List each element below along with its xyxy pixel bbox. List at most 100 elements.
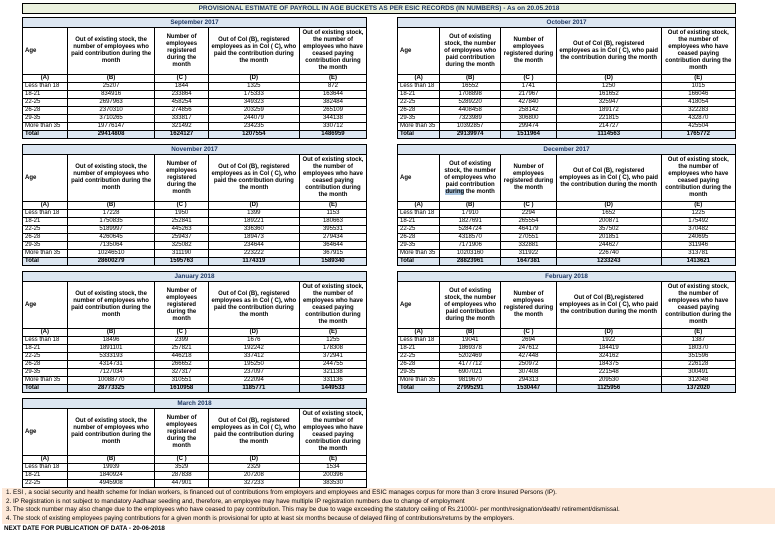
value-cell: 1922 — [555, 336, 662, 345]
age-bucket-row: 22-25 2697963 458254 349323 382484 — [22, 98, 368, 107]
age-bucket-label: More than 35 — [396, 122, 441, 131]
column-letter: (A) — [396, 201, 441, 210]
value-cell: 2329 — [207, 463, 300, 472]
value-cell: 226740 — [555, 249, 662, 258]
month-caption: February 2018 — [397, 271, 736, 282]
age-bucket-row: 29-35 3710265 333817 244079 344138 — [22, 114, 368, 123]
age-bucket-row: Less than 18 19939 3529 2329 1534 — [22, 463, 368, 472]
value-cell: 5202469 — [439, 352, 502, 361]
value-cell: 252841 — [154, 217, 209, 226]
age-bucket-row: 18-21 1891101 257821 192242 178308 — [22, 344, 368, 353]
value-cell: 247612 — [500, 344, 557, 353]
age-bucket-label: 29-35 — [22, 368, 68, 377]
age-bucket-row: 18-21 1708898 217967 161652 166046 — [396, 90, 737, 99]
month-caption: December 2017 — [397, 144, 736, 155]
column-letter: (E) — [298, 328, 368, 337]
total-value-cell: 28823961 — [439, 257, 502, 266]
age-bucket-label: 22-25 — [396, 98, 441, 107]
column-letter: (C ) — [500, 74, 557, 83]
column-letter: (B) — [66, 201, 156, 210]
value-cell: 7127034 — [66, 368, 156, 377]
total-value-cell: 1530447 — [500, 384, 557, 393]
value-cell: 351596 — [660, 352, 737, 361]
value-cell: 178308 — [298, 344, 368, 353]
value-cell: 184375 — [555, 360, 662, 369]
age-bucket-label: 29-35 — [22, 114, 68, 123]
age-bucket-row: 18-21 834916 233864 175333 163644 — [22, 90, 368, 99]
footnote-line-2: 2. IP Registration is not subject to man… — [6, 497, 465, 505]
column-header: Out of existing stock, the number of emp… — [298, 27, 368, 75]
footnote-line-3: 3. The stock number may also change due … — [6, 506, 620, 514]
age-bucket-row: More than 35 10246510 311190 223222 367915 — [22, 249, 368, 258]
value-cell: 180663 — [298, 217, 368, 226]
total-label: Total — [22, 257, 68, 266]
month-table-november-2017: November 2017 Age Out of existing stock, t… — [22, 144, 368, 266]
value-cell: 189473 — [207, 233, 300, 242]
value-cell: 217967 — [500, 90, 557, 99]
age-bucket-row: 29-35 6907021 307408 221548 300491 — [396, 368, 737, 377]
value-cell: 1325 — [207, 82, 300, 91]
column-letter: (E) — [660, 74, 737, 83]
total-label: Total — [22, 130, 68, 139]
value-cell: 834916 — [66, 90, 156, 99]
value-cell: 1387 — [660, 336, 737, 345]
age-bucket-label: 29-35 — [22, 241, 68, 250]
value-cell: 244755 — [298, 360, 368, 369]
value-cell: 16552 — [439, 82, 502, 91]
value-cell: 5333193 — [66, 352, 156, 361]
column-header: Number of employees registered during th… — [154, 281, 209, 329]
column-letter: (E) — [298, 74, 368, 83]
column-letter: (D) — [555, 201, 662, 210]
value-cell: 312048 — [660, 376, 737, 385]
value-cell: 432870 — [660, 114, 737, 123]
age-bucket-row: 26-28 4408458 258142 189172 322283 — [396, 106, 737, 115]
value-cell: 427448 — [500, 352, 557, 361]
value-cell: 175492 — [660, 217, 737, 226]
column-header: Out of existing stock, the number of emp… — [298, 408, 368, 456]
column-header: Out of Col (B), registered employees as … — [207, 281, 300, 329]
table-slot-february-2018: February 2018 Age Out of existing stock, t… — [396, 271, 737, 393]
value-cell: 7323989 — [439, 114, 502, 123]
column-header: Out of existing stock, the number of emp… — [439, 154, 502, 202]
value-cell: 2399 — [154, 336, 209, 345]
age-bucket-row: 22-25 5333193 446218 337412 372941 — [22, 352, 368, 361]
column-letter: (D) — [555, 74, 662, 83]
value-cell: 349323 — [207, 98, 300, 107]
total-value-cell: 1595763 — [154, 257, 209, 266]
age-bucket-label: 18-21 — [22, 217, 68, 226]
value-cell: 383530 — [298, 479, 368, 488]
footnotes-panel: 1. ESI , a social security and health sc… — [2, 488, 775, 524]
value-cell: 10088770 — [66, 376, 156, 385]
column-header: Out of existing stock, the number of emp… — [439, 281, 502, 329]
value-cell: 240695 — [660, 233, 737, 242]
column-header: Out of existing stock, the number of emp… — [66, 408, 156, 456]
value-cell: 1153 — [298, 209, 368, 218]
value-cell: 163644 — [298, 90, 368, 99]
age-bucket-row: 29-35 7323989 306800 221815 432870 — [396, 114, 737, 123]
value-cell: 1708898 — [439, 90, 502, 99]
column-letter: (B) — [439, 201, 502, 210]
value-cell: 244627 — [555, 241, 662, 250]
value-cell: 2694 — [500, 336, 557, 345]
value-cell: 332881 — [500, 241, 557, 250]
column-header: Out of existing stock, the number of emp… — [298, 154, 368, 202]
value-cell: 209530 — [555, 376, 662, 385]
value-cell: 17910 — [439, 209, 502, 218]
value-cell: 265554 — [500, 217, 557, 226]
value-cell: 233864 — [154, 90, 209, 99]
column-letter: (B) — [66, 74, 156, 83]
total-value-cell: 28600279 — [66, 257, 156, 266]
value-cell: 9819670 — [439, 376, 502, 385]
value-cell: 311922 — [500, 249, 557, 258]
total-value-cell: 1413621 — [660, 257, 737, 266]
age-bucket-row: 29-35 7135064 325082 234644 364644 — [22, 241, 368, 250]
value-cell: 4260645 — [66, 233, 156, 242]
value-cell: 1676 — [207, 336, 300, 345]
value-cell: 279434 — [298, 233, 368, 242]
age-bucket-row: Less than 18 18496 2399 1676 1255 — [22, 336, 368, 345]
age-bucket-label: 29-35 — [396, 114, 441, 123]
value-cell: 234644 — [207, 241, 300, 250]
total-value-cell: 1185771 — [207, 384, 300, 393]
column-header: Age — [396, 27, 441, 75]
value-cell: 226128 — [660, 360, 737, 369]
